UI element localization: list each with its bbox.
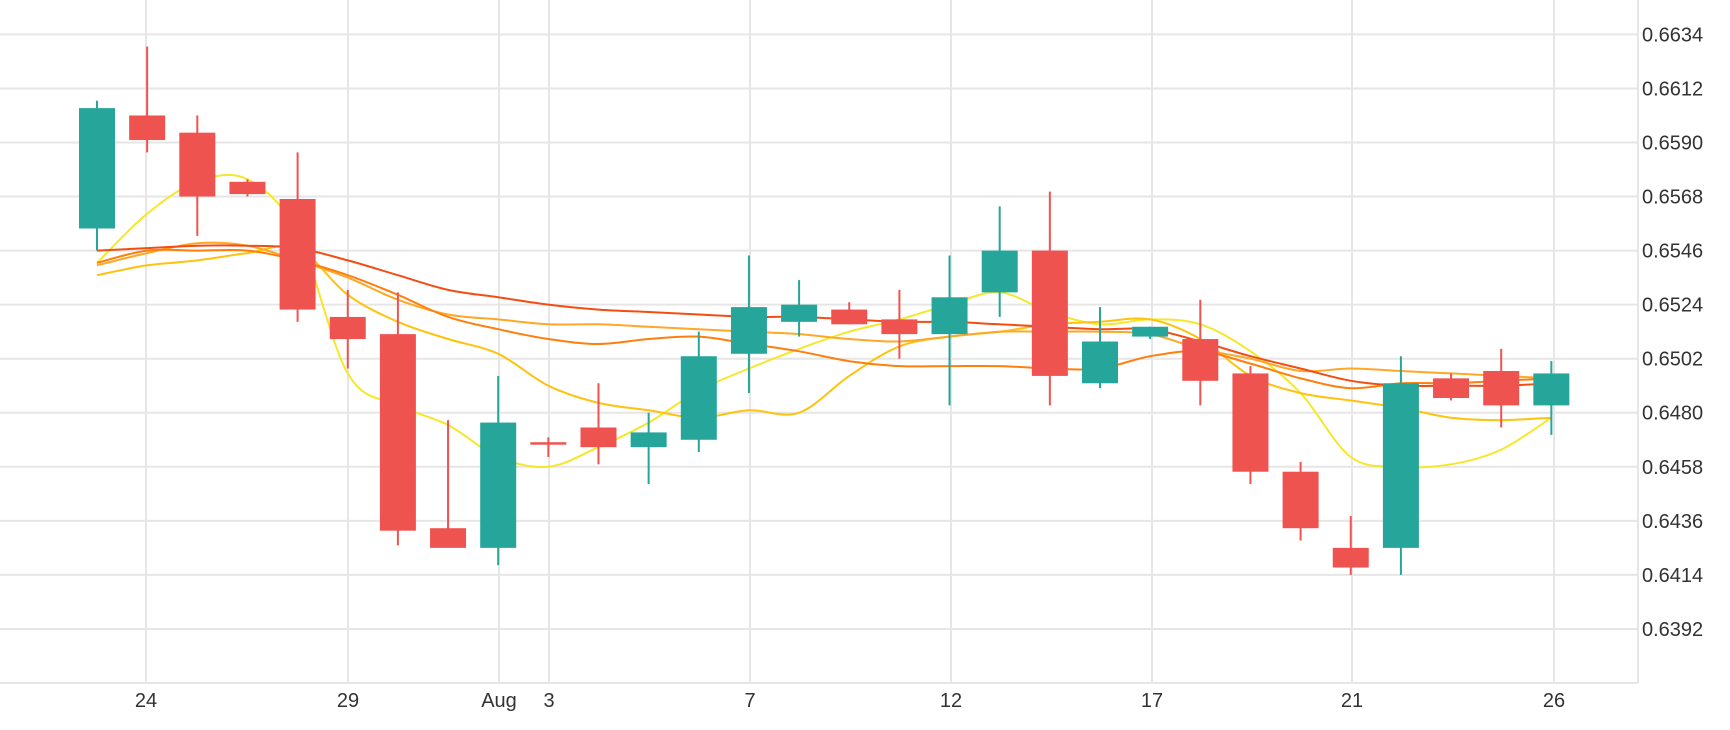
candle-body: [179, 132, 216, 197]
candle: [981, 206, 1018, 317]
candle-body: [229, 181, 266, 195]
x-tick-label: 26: [1543, 690, 1565, 712]
candle: [680, 331, 717, 453]
candle-body: [1282, 471, 1319, 529]
candle: [1533, 361, 1570, 435]
moving-average-line-4: [96, 248, 1552, 390]
candle: [379, 292, 416, 546]
candle-body: [680, 356, 717, 440]
candle: [229, 179, 266, 197]
candle-body: [129, 115, 166, 141]
candle: [881, 289, 918, 359]
candle: [1332, 515, 1369, 575]
y-tick-label: 0.6458: [1642, 457, 1703, 479]
candle: [1182, 299, 1219, 406]
y-tick-label: 0.6436: [1642, 511, 1703, 533]
x-tick-label: 17: [1141, 690, 1163, 712]
candle: [630, 412, 667, 484]
candle-body: [1483, 370, 1520, 406]
candle: [1433, 373, 1470, 401]
candle: [1132, 326, 1169, 340]
candle: [1282, 461, 1319, 541]
candle: [179, 115, 216, 236]
moving-average-layer: [96, 173, 1552, 469]
x-tick-label: 7: [744, 690, 755, 712]
moving-average-line-5: [96, 244, 1552, 388]
y-tick-label: 0.6634: [1642, 24, 1703, 46]
candle-layer: [79, 46, 1570, 575]
candle-body: [881, 319, 918, 335]
candle: [1082, 307, 1118, 389]
x-tick-label: 3: [543, 690, 554, 712]
moving-average-line-3: [96, 241, 1552, 380]
candle: [781, 280, 818, 337]
candle-body: [1182, 339, 1219, 381]
x-tick-label: Aug: [481, 690, 517, 712]
y-tick-label: 0.6546: [1642, 241, 1703, 263]
y-tick-label: 0.6568: [1642, 187, 1703, 209]
candle-body: [580, 427, 617, 448]
candle-body: [630, 432, 667, 448]
candle: [1483, 348, 1520, 428]
x-tick-label: 21: [1341, 690, 1363, 712]
candle-body: [329, 316, 366, 340]
y-tick-label: 0.6414: [1642, 565, 1703, 587]
candle-body: [1382, 383, 1419, 548]
candle: [430, 420, 467, 548]
candle: [279, 152, 316, 322]
candle: [1031, 191, 1068, 406]
axis-layer: 0.6634 0.6612 0.6590 0.6568 0.6546 0.6524 0.65…: [135, 24, 1703, 712]
candle-body: [1082, 341, 1118, 384]
candle: [530, 437, 567, 457]
x-tick-label: 12: [940, 690, 962, 712]
y-tick-label: 0.6502: [1642, 349, 1703, 371]
candle: [831, 302, 868, 325]
candle-body: [1332, 547, 1369, 568]
candle: [79, 100, 115, 251]
y-tick-label: 0.6590: [1642, 132, 1703, 154]
candle-body: [379, 334, 416, 531]
moving-average-line-1: [96, 173, 1552, 469]
x-tick-label: 29: [337, 690, 359, 712]
candle: [1382, 356, 1419, 575]
candle: [480, 375, 517, 566]
moving-average-line-2: [96, 244, 1552, 422]
candle-body: [1132, 326, 1169, 337]
x-tick-label: 24: [135, 690, 157, 712]
candle-body: [279, 199, 316, 310]
candle: [129, 46, 166, 153]
y-tick-label: 0.6480: [1642, 403, 1703, 425]
y-tick-label: 0.6524: [1642, 295, 1703, 317]
candle-body: [430, 528, 467, 548]
candle-body: [1031, 250, 1068, 376]
candle-body: [1533, 373, 1570, 406]
y-tick-label: 0.6392: [1642, 619, 1703, 641]
candle-body: [480, 422, 517, 548]
candle: [329, 289, 366, 369]
candle-body: [781, 304, 818, 322]
candle: [580, 383, 617, 465]
candle-body: [79, 108, 115, 229]
candle-body: [730, 307, 767, 354]
candle-body: [530, 442, 567, 445]
y-tick-label: 0.6612: [1642, 78, 1703, 100]
candle-body: [931, 297, 968, 335]
candle-body: [831, 309, 868, 325]
candle: [931, 255, 968, 406]
candle: [730, 255, 767, 394]
candle-body: [981, 250, 1018, 293]
candle-body: [1232, 373, 1269, 472]
candle-body: [1433, 378, 1470, 399]
candle: [1232, 366, 1269, 484]
